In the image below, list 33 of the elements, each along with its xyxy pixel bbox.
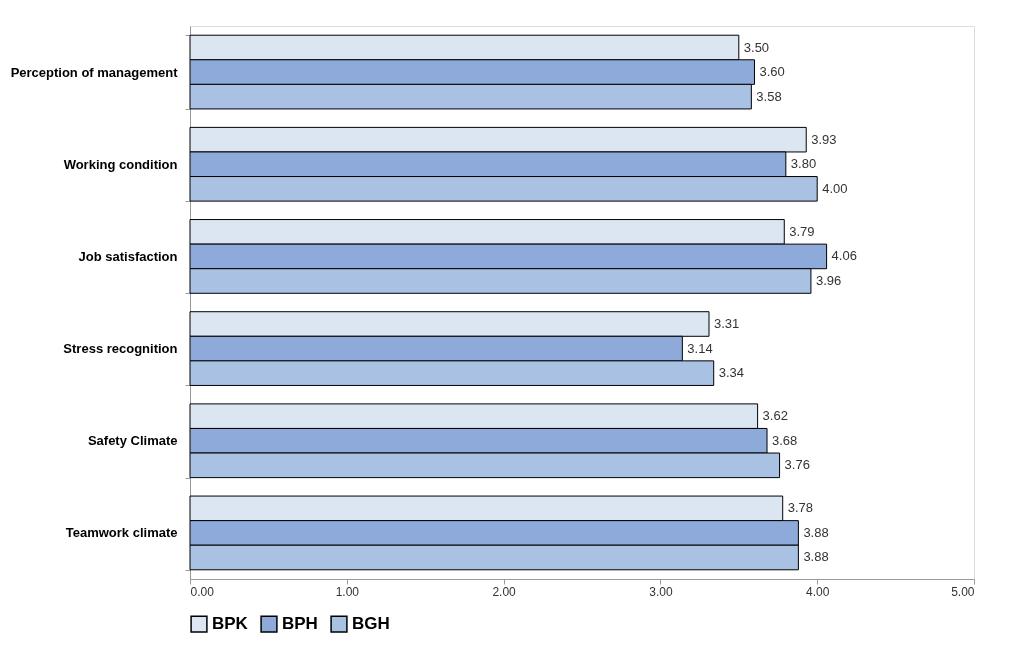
data-label: 3.76 <box>784 457 810 473</box>
y-tick-label: Teamwork climate <box>65 525 178 541</box>
x-tick-label: 3.00 <box>649 584 673 599</box>
data-label: 3.68 <box>772 432 798 448</box>
data-label: 4.00 <box>822 180 848 196</box>
y-tick-label: Stress recognition <box>63 341 178 357</box>
legend-label: BPK <box>212 614 249 634</box>
data-label: 3.34 <box>718 365 745 381</box>
x-tick-label: 1.00 <box>335 584 360 599</box>
data-label: 3.79 <box>789 223 815 239</box>
data-label: 3.80 <box>790 156 817 172</box>
legend-label: BGH <box>352 614 390 634</box>
data-label: 3.78 <box>787 500 814 516</box>
x-tick-label: 0.00 <box>190 584 215 599</box>
data-label: 3.14 <box>687 340 713 356</box>
y-tick-label: Perception of management <box>10 64 179 80</box>
data-label: 3.93 <box>811 131 837 147</box>
x-tick-label: 5.00 <box>951 584 975 599</box>
data-label: 3.60 <box>759 64 785 80</box>
data-label: 3.88 <box>803 524 829 540</box>
data-label: 3.62 <box>762 408 788 424</box>
data-label: 3.96 <box>815 272 842 288</box>
data-label: 3.88 <box>803 549 829 565</box>
data-label: 3.58 <box>756 88 782 104</box>
y-tick-label: Safety Climate <box>87 433 178 449</box>
data-label: 3.31 <box>714 316 740 332</box>
x-tick-label: 2.00 <box>492 584 517 599</box>
y-tick-label: Working condition <box>63 156 178 172</box>
data-label: 3.50 <box>743 39 770 55</box>
y-tick-label: Job satisfaction <box>78 248 178 264</box>
x-tick-label: 4.00 <box>806 584 830 599</box>
legend-label: BPH <box>282 614 318 634</box>
data-label: 4.06 <box>831 248 857 264</box>
